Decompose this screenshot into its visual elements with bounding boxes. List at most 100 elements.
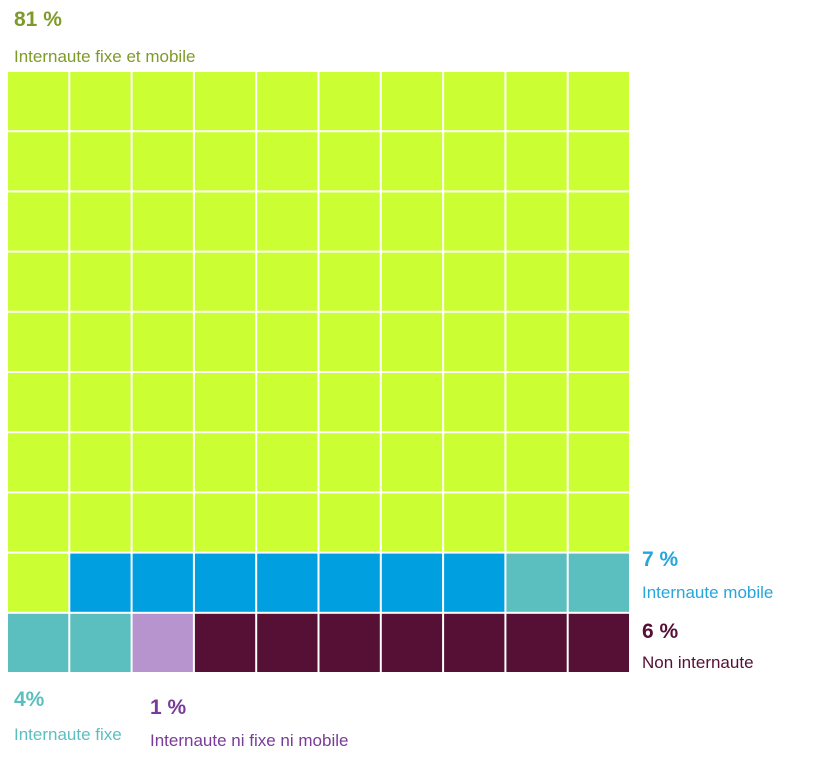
waffle-cell-fixe-mobile: [70, 132, 131, 191]
waffle-cell-non: [506, 613, 567, 672]
waffle-cell-fixe-mobile: [132, 373, 193, 432]
waffle-cell-fixe-mobile: [132, 433, 193, 492]
waffle-cell-fixe-mobile: [381, 373, 443, 432]
waffle-cell-fixe-mobile: [8, 252, 69, 311]
waffle-cell-fixe-mobile: [8, 553, 69, 612]
waffle-cell-fixe-mobile: [506, 192, 567, 251]
waffle-cell-fixe-mobile: [70, 493, 131, 552]
waffle-cell-mobile: [319, 553, 380, 612]
waffle-cell-non: [568, 613, 629, 672]
waffle-cell-fixe-mobile: [257, 373, 318, 432]
waffle-cell-fixe-mobile: [319, 493, 380, 552]
label-fixe-percent: 4%: [14, 688, 45, 711]
waffle-cell-fixe-mobile: [8, 433, 69, 492]
label-fixe-mobile-percent: 81 %: [14, 8, 62, 31]
waffle-cell-fixe-mobile: [506, 72, 567, 131]
waffle-cell-fixe-mobile: [70, 373, 131, 432]
waffle-cell-fixe-mobile: [568, 132, 629, 191]
waffle-cell-fixe-mobile: [132, 312, 193, 371]
waffle-cell-fixe-mobile: [319, 132, 380, 191]
waffle-cell-fixe-mobile: [8, 192, 69, 251]
waffle-cell-fixe-mobile: [319, 72, 380, 131]
waffle-cell-fixe-mobile: [319, 433, 380, 492]
waffle-cell-fixe-mobile: [194, 132, 256, 191]
waffle-cell-fixe-mobile: [319, 252, 380, 311]
waffle-chart: [8, 72, 629, 672]
waffle-cell-fixe-mobile: [506, 252, 567, 311]
waffle-cell-fixe-mobile: [194, 373, 256, 432]
label-ni-fixe-ni-mobile-percent: 1 %: [150, 696, 187, 719]
waffle-cell-fixe-mobile: [194, 433, 256, 492]
waffle-cell-fixe-mobile: [70, 252, 131, 311]
waffle-cell-fixe-mobile: [257, 433, 318, 492]
waffle-cell-non: [257, 613, 318, 672]
waffle-cell-mobile: [70, 553, 131, 612]
waffle-cell-non: [381, 613, 443, 672]
waffle-cell-fixe-mobile: [381, 72, 443, 131]
waffle-cell-fixe-mobile: [319, 192, 380, 251]
label-non-internaute-name: Non internaute: [642, 653, 754, 672]
waffle-cell-fixe-mobile: [568, 312, 629, 371]
waffle-cell-fixe-mobile: [132, 72, 193, 131]
waffle-cell-fixe-mobile: [444, 72, 505, 131]
waffle-cell-fixe-mobile: [70, 312, 131, 371]
waffle-cell-non: [444, 613, 505, 672]
waffle-cell-fixe-mobile: [257, 493, 318, 552]
waffle-cell-mobile: [381, 553, 443, 612]
waffle-cell-fixe-mobile: [132, 192, 193, 251]
waffle-cell-fixe-mobile: [194, 252, 256, 311]
waffle-cell-fixe-mobile: [381, 433, 443, 492]
waffle-cell-fixe-mobile: [257, 192, 318, 251]
waffle-cell-fixe-mobile: [257, 132, 318, 191]
waffle-cell-ni-fixe-ni-mobile: [132, 613, 193, 672]
waffle-cell-fixe-mobile: [381, 252, 443, 311]
waffle-cell-fixe-mobile: [257, 312, 318, 371]
waffle-cell-fixe-mobile: [194, 192, 256, 251]
waffle-cell-fixe-mobile: [8, 132, 69, 191]
label-fixe-name: Internaute fixe: [14, 725, 122, 744]
waffle-cell-fixe-mobile: [568, 72, 629, 131]
waffle-cell-fixe-mobile: [194, 493, 256, 552]
waffle-cell-fixe-mobile: [568, 493, 629, 552]
waffle-cell-non: [319, 613, 380, 672]
waffle-cell-non: [194, 613, 256, 672]
waffle-cell-fixe-mobile: [194, 72, 256, 131]
waffle-cell-fixe: [8, 613, 69, 672]
waffle-cell-fixe-mobile: [568, 192, 629, 251]
waffle-cell-fixe-mobile: [444, 373, 505, 432]
waffle-cell-fixe-mobile: [257, 72, 318, 131]
waffle-cell-fixe-mobile: [132, 132, 193, 191]
waffle-cell-fixe-mobile: [8, 72, 69, 131]
waffle-cell-fixe-mobile: [319, 373, 380, 432]
waffle-cell-fixe-mobile: [506, 373, 567, 432]
waffle-cell-fixe-mobile: [381, 312, 443, 371]
waffle-cell-fixe-mobile: [506, 433, 567, 492]
waffle-cell-fixe-mobile: [194, 312, 256, 371]
waffle-cell-fixe: [506, 553, 567, 612]
waffle-cell-fixe-mobile: [132, 493, 193, 552]
waffle-cell-fixe-mobile: [568, 433, 629, 492]
waffle-cell-fixe-mobile: [8, 312, 69, 371]
waffle-cell-mobile: [444, 553, 505, 612]
waffle-cell-fixe-mobile: [506, 132, 567, 191]
waffle-cell-fixe-mobile: [444, 192, 505, 251]
waffle-cell-fixe-mobile: [319, 312, 380, 371]
waffle-cell-mobile: [194, 553, 256, 612]
waffle-cell-fixe-mobile: [444, 312, 505, 371]
waffle-cell-fixe-mobile: [506, 493, 567, 552]
waffle-cell-fixe: [70, 613, 131, 672]
waffle-cell-fixe-mobile: [70, 192, 131, 251]
label-ni-fixe-ni-mobile-name: Internaute ni fixe ni mobile: [150, 731, 349, 750]
waffle-cell-fixe-mobile: [444, 252, 505, 311]
label-mobile-name: Internaute mobile: [642, 583, 774, 602]
waffle-cell-fixe-mobile: [568, 373, 629, 432]
waffle-cell-fixe-mobile: [444, 493, 505, 552]
waffle-cell-fixe-mobile: [70, 433, 131, 492]
waffle-cell-fixe-mobile: [568, 252, 629, 311]
waffle-cell-fixe-mobile: [381, 493, 443, 552]
label-mobile-percent: 7 %: [642, 548, 679, 571]
waffle-cell-fixe-mobile: [70, 72, 131, 131]
waffle-cell-mobile: [257, 553, 318, 612]
label-fixe-mobile-name: Internaute fixe et mobile: [14, 47, 196, 66]
waffle-cell-fixe-mobile: [506, 312, 567, 371]
